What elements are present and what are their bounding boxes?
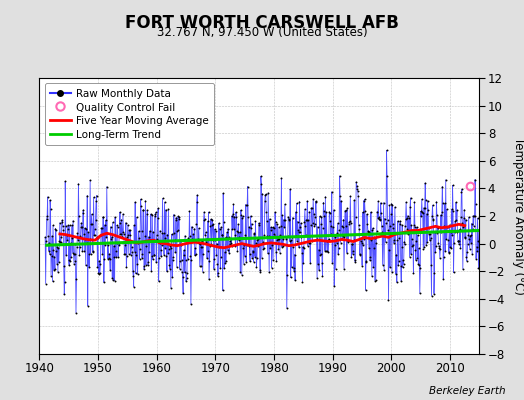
Text: FORT WORTH CARSWELL AFB: FORT WORTH CARSWELL AFB xyxy=(125,14,399,32)
Legend: Raw Monthly Data, Quality Control Fail, Five Year Moving Average, Long-Term Tren: Raw Monthly Data, Quality Control Fail, … xyxy=(45,83,214,146)
Text: Berkeley Earth: Berkeley Earth xyxy=(429,386,506,396)
Text: 32.767 N, 97.450 W (United States): 32.767 N, 97.450 W (United States) xyxy=(157,26,367,39)
Y-axis label: Temperature Anomaly (°C): Temperature Anomaly (°C) xyxy=(511,137,524,295)
